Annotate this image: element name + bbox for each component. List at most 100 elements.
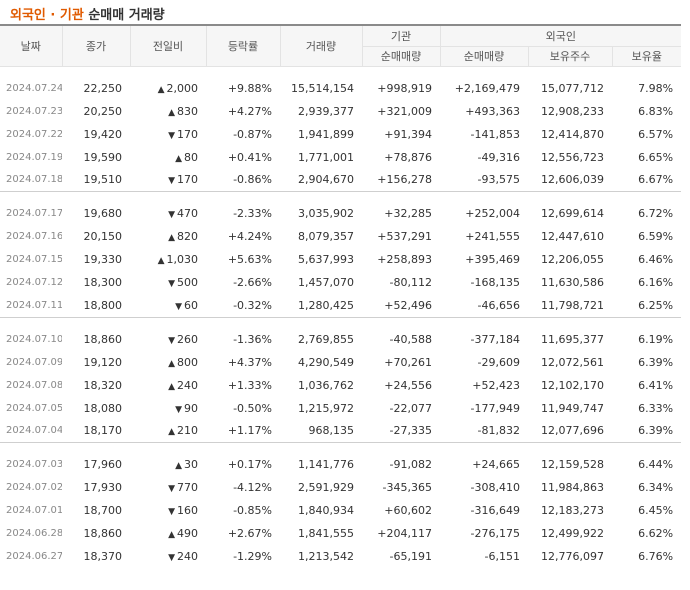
table-row: 2024.06.27 18,370 ▼ 240 -1.29% 1,213,542 -65,1… [0,545,681,568]
header-change: 전일비 [129,24,206,67]
cell-date: 2024.07.08 [6,379,62,391]
cell-change: ▼ 170 [130,123,206,146]
cell-frgn-net: -316,649 [470,504,520,517]
triangle-up-icon: ▲ [168,233,175,243]
cell-frgn-net: +52,423 [472,378,520,392]
cell-volume: 2,939,377 [298,104,354,118]
cell-holding-ratio: 6.57% [638,127,674,141]
cell-holding-ratio: 6.62% [638,527,674,540]
cell-holding-ratio: 6.76% [638,550,674,563]
header-inst-net: 순매매량 [361,46,440,67]
cell-change-value: 210 [177,424,198,438]
cell-inst-net: -345,365 [382,481,432,494]
header-rate: 등락률 [205,24,280,67]
table-row: 2024.07.15 19,330 ▲ 1,030 +5.63% 5,637,993 +25… [0,248,681,271]
cell-change: ▲ 210 [130,420,206,443]
cell-change-value: 170 [177,127,198,141]
cell-change: ▼ 160 [130,499,206,522]
cell-change: ▲ 820 [130,225,206,248]
cell-volume: 1,141,776 [298,458,354,471]
cell-change: ▲ 490 [130,522,206,545]
triangle-down-icon: ▼ [168,335,175,346]
header-institution: 기관 [361,24,440,47]
cell-date: 2024.07.11 [6,299,62,311]
cell-date: 2024.07.10 [6,333,62,345]
table-row: 2024.07.22 19,420 ▼ 170 -0.87% 1,941,899 +91,3… [0,123,681,146]
cell-frgn-net: -276,175 [470,527,520,540]
cell-frgn-net: -308,410 [470,481,520,494]
cell-change: ▼ 500 [130,271,206,294]
cell-holdings: 15,077,712 [541,81,604,95]
cell-holdings: 11,984,863 [541,481,604,494]
cell-volume: 1,215,972 [298,401,354,415]
cell-rate: +4.24% [227,230,272,243]
table-row: 2024.07.19 19,590 ▲ 80 +0.41% 1,771,001 +78,87… [0,146,681,169]
cell-date: 2024.07.23 [6,105,62,117]
cell-holdings: 12,206,055 [541,253,604,266]
trading-table-body: 2024.07.24 22,250 ▲ 2,000 +9.88% 15,514,154 +9… [0,66,682,568]
cell-rate: -2.33% [233,207,272,220]
cell-frgn-net: +252,004 [465,207,520,220]
cell-frgn-net: +241,555 [465,230,520,243]
cell-rate: -1.36% [233,332,272,346]
table-row: 2024.07.03 17,960 ▲ 30 +0.17% 1,141,776 -91,08… [0,453,681,476]
cell-rate: -0.85% [233,504,272,517]
cell-holdings: 11,949,747 [541,401,604,415]
triangle-down-icon: ▼ [168,176,175,187]
cell-holding-ratio: 6.39% [638,424,674,438]
cell-date: 2024.07.17 [6,208,62,219]
cell-frgn-net: -6,151 [484,550,520,563]
cell-frgn-net: +395,469 [465,253,520,266]
header-holdings: 보유주수 [527,46,612,67]
cell-holdings: 11,695,377 [541,332,604,346]
cell-close: 18,080 [83,401,123,415]
table-row: 2024.07.16 20,150 ▲ 820 +4.24% 8,079,357 +537,… [0,225,681,248]
cell-holdings: 12,072,561 [541,355,604,369]
cell-inst-net: +52,496 [384,298,432,312]
cell-change-value: 500 [177,276,198,289]
cell-volume: 1,457,070 [298,276,354,289]
cell-frgn-net: -49,316 [477,150,520,164]
cell-close: 17,930 [83,481,123,494]
cell-date: 2024.07.04 [6,425,62,437]
table-row: 2024.07.09 19,120 ▲ 800 +4.37% 4,290,549 +70,2… [0,351,681,374]
cell-holding-ratio: 6.59% [638,230,674,243]
cell-change-value: 60 [184,298,198,312]
group-separator [0,442,682,443]
cell-volume: 2,591,929 [298,481,354,494]
cell-rate: +0.17% [227,458,272,471]
cell-close: 18,860 [83,527,123,540]
cell-change: ▼ 170 [130,169,206,192]
cell-volume: 2,904,670 [298,173,354,187]
cell-inst-net: +258,893 [377,253,432,266]
cell-date: 2024.07.05 [6,402,62,414]
cell-volume: 1,036,762 [298,378,354,392]
cell-frgn-net: -141,853 [470,127,520,141]
cell-holding-ratio: 6.65% [638,150,674,164]
cell-inst-net: -80,112 [389,276,432,289]
cell-change-value: 2,000 [166,81,199,95]
cell-inst-net: +156,278 [377,173,432,187]
group-spacer [0,66,681,77]
cell-date: 2024.07.01 [6,505,62,516]
cell-volume: 1,840,934 [298,504,354,517]
table-row: 2024.07.10 18,860 ▼ 260 -1.36% 2,769,855 -40,5… [0,328,681,351]
triangle-down-icon: ▼ [168,130,175,141]
cell-change: ▼ 240 [130,545,206,568]
cell-holdings: 12,556,723 [541,150,604,164]
group-spacer [0,192,681,202]
cell-change-value: 470 [177,207,198,220]
triangle-up-icon: ▲ [157,256,165,266]
cell-change: ▲ 2,000 [130,77,206,100]
cell-change-value: 170 [177,173,198,187]
header-date: 날짜 [0,24,62,67]
cell-close: 19,680 [83,207,123,220]
cell-change-value: 240 [177,550,198,563]
cell-close: 18,800 [83,298,123,312]
cell-holding-ratio: 6.33% [638,401,674,415]
cell-inst-net: -65,191 [389,550,432,563]
cell-change: ▲ 30 [130,453,206,476]
cell-holdings: 12,077,696 [541,424,604,438]
cell-close: 18,320 [83,378,123,392]
cell-change: ▼ 90 [130,397,206,420]
